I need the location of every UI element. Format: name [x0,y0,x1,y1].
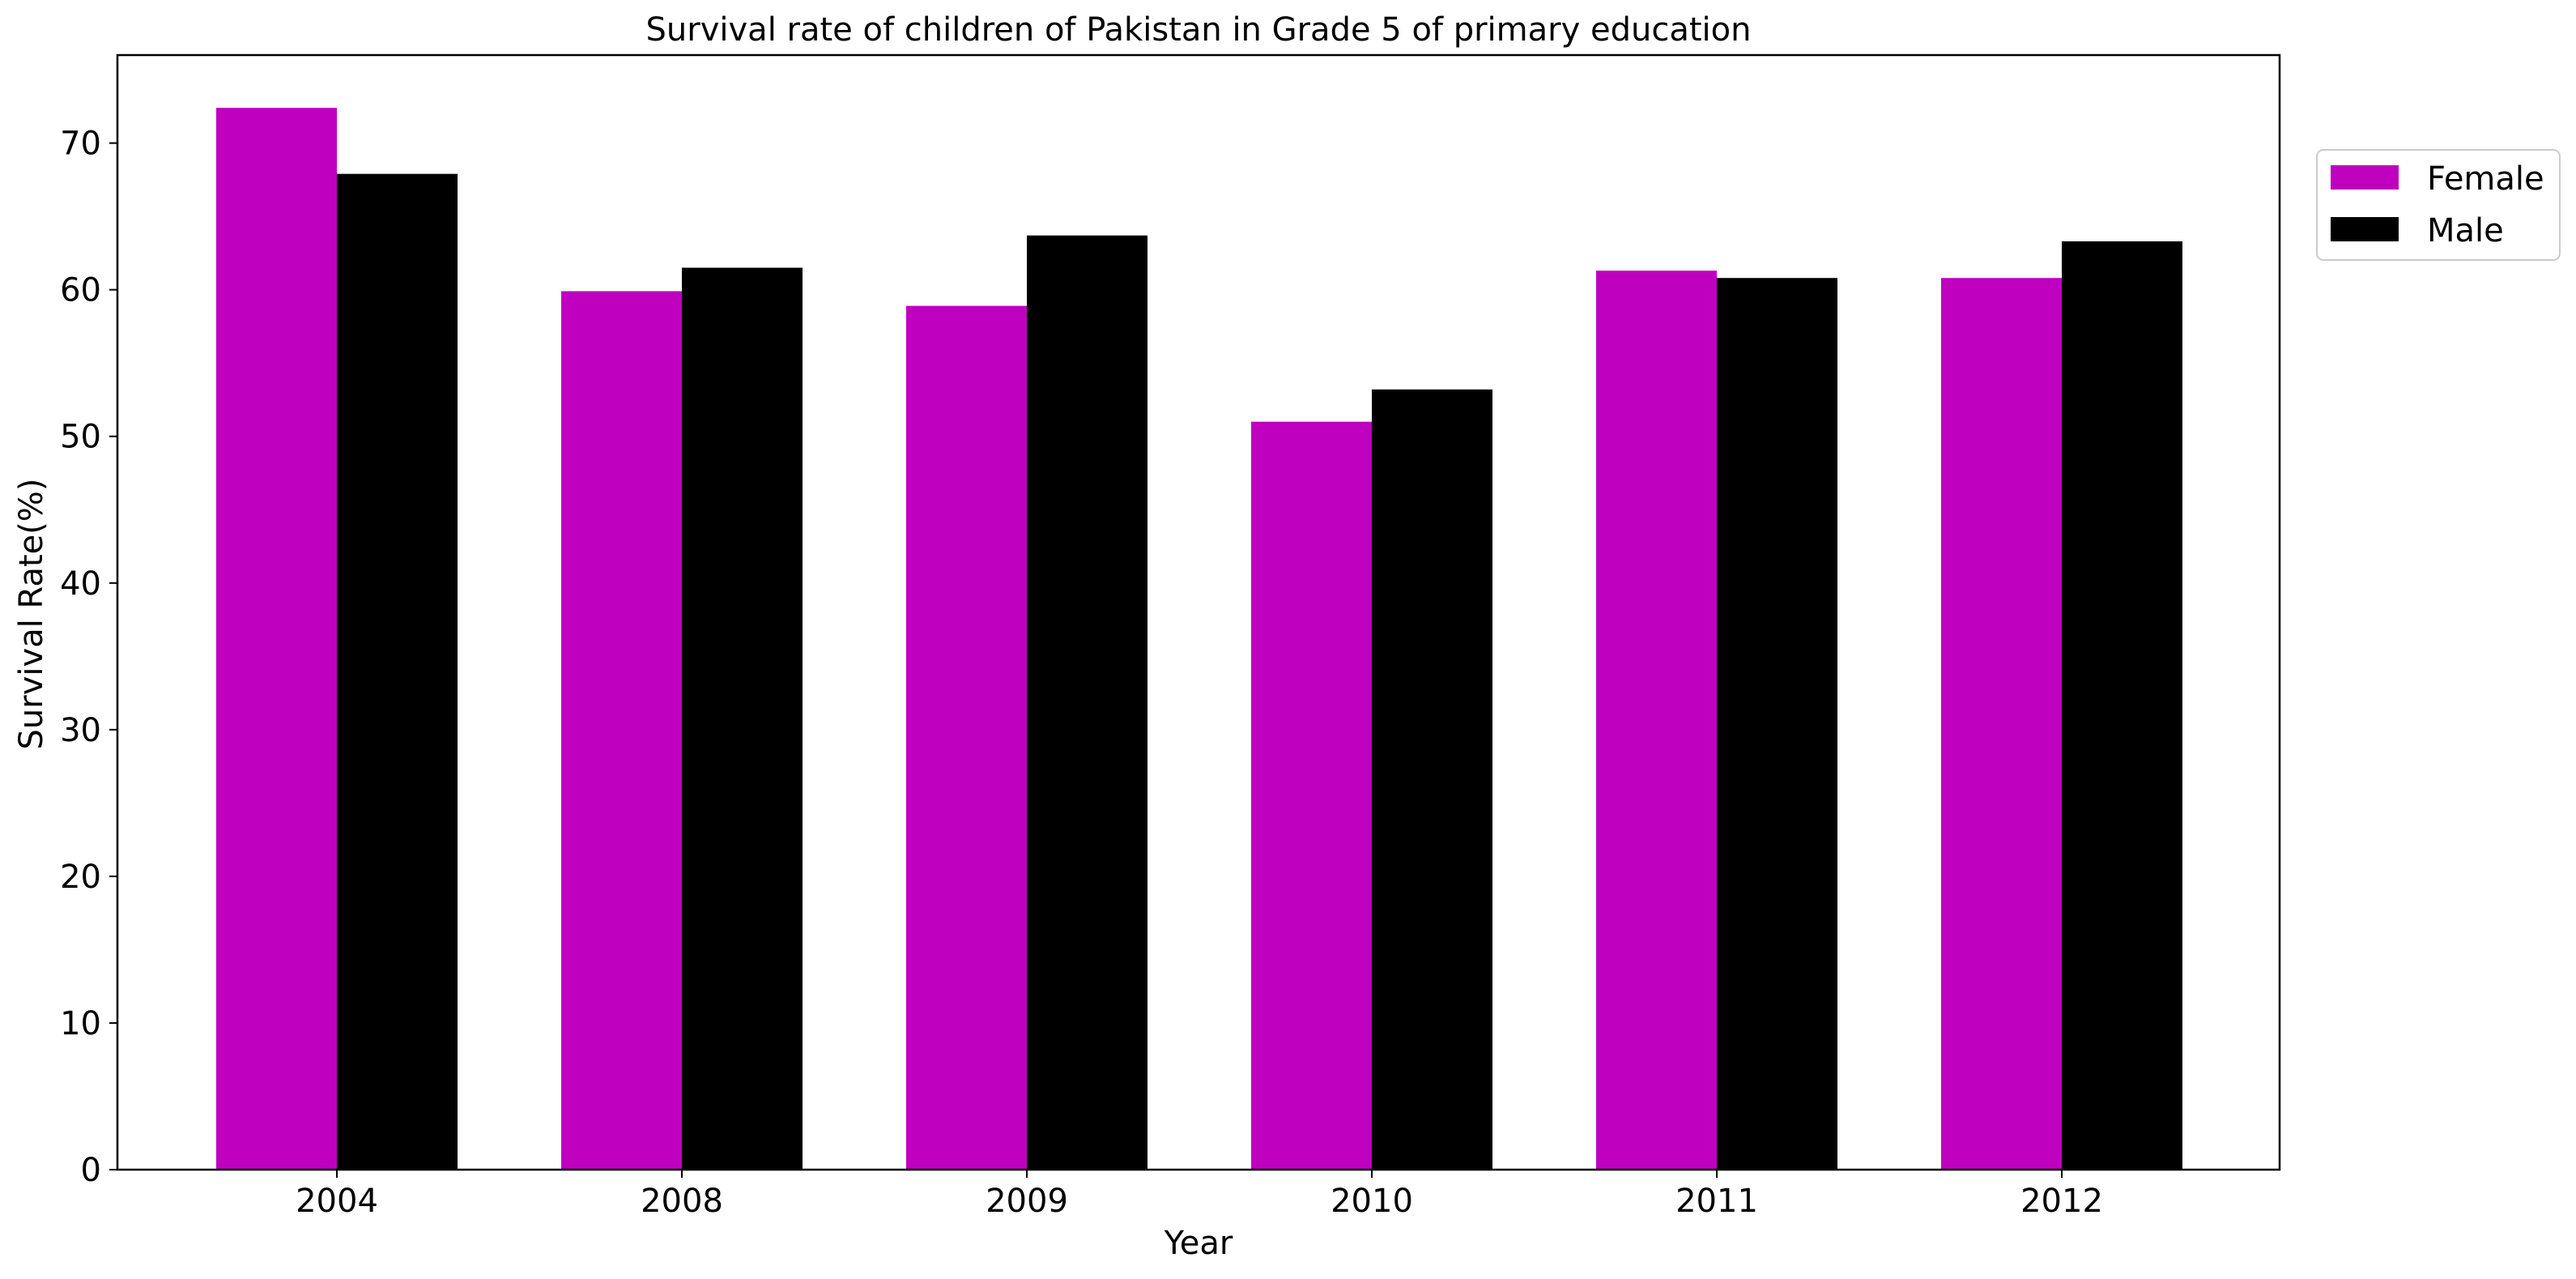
legend: Female Male [2316,149,2561,261]
legend-label-male: Male [2427,212,2504,249]
bar-male-2012 [2062,241,2182,1170]
x-axis-ticks: 2004 2008 2009 2010 2011 2012 [296,1170,2103,1220]
bar-male-2004 [337,173,458,1170]
y-tick-label-10: 10 [60,1005,101,1042]
bar-female-2004 [216,108,337,1170]
x-tick-label-2011: 2011 [1675,1183,1758,1220]
y-tick-label-0: 0 [81,1152,101,1189]
y-tick-label-50: 50 [60,419,101,456]
bar-male-2011 [1717,278,1837,1170]
y-axis-label: Survival Rate(%) [13,479,50,750]
x-tick-label-2008: 2008 [641,1183,723,1220]
x-tick-label-2010: 2010 [1331,1183,1413,1220]
plot-area [216,108,2182,1170]
bar-male-2009 [1027,235,1147,1170]
legend-swatch-female [2331,165,2399,190]
x-tick-label-2012: 2012 [2020,1183,2103,1220]
plot-frame [116,53,2281,1171]
bar-female-2010 [1251,421,1372,1170]
y-tick-label-40: 40 [60,565,101,603]
bar-male-2008 [682,267,803,1170]
bar-female-2008 [561,291,682,1170]
x-axis-label: Year [1164,1225,1233,1262]
y-axis-ticks: 0 10 20 30 40 50 60 70 [60,126,117,1189]
x-tick-label-2004: 2004 [296,1183,378,1220]
y-tick-label-30: 30 [60,712,101,749]
legend-swatch-male [2331,217,2399,241]
y-tick-label-60: 60 [60,272,101,309]
bar-female-2011 [1596,271,1717,1170]
bar-female-2012 [1941,278,2062,1170]
y-tick-label-20: 20 [60,859,101,896]
bar-male-2010 [1372,389,1492,1170]
bar-female-2009 [906,305,1027,1170]
x-tick-label-2009: 2009 [986,1183,1068,1220]
y-tick-label-70: 70 [60,126,101,163]
legend-label-female: Female [2427,160,2544,198]
chart-title: Survival rate of children of Pakistan in… [646,11,1752,49]
